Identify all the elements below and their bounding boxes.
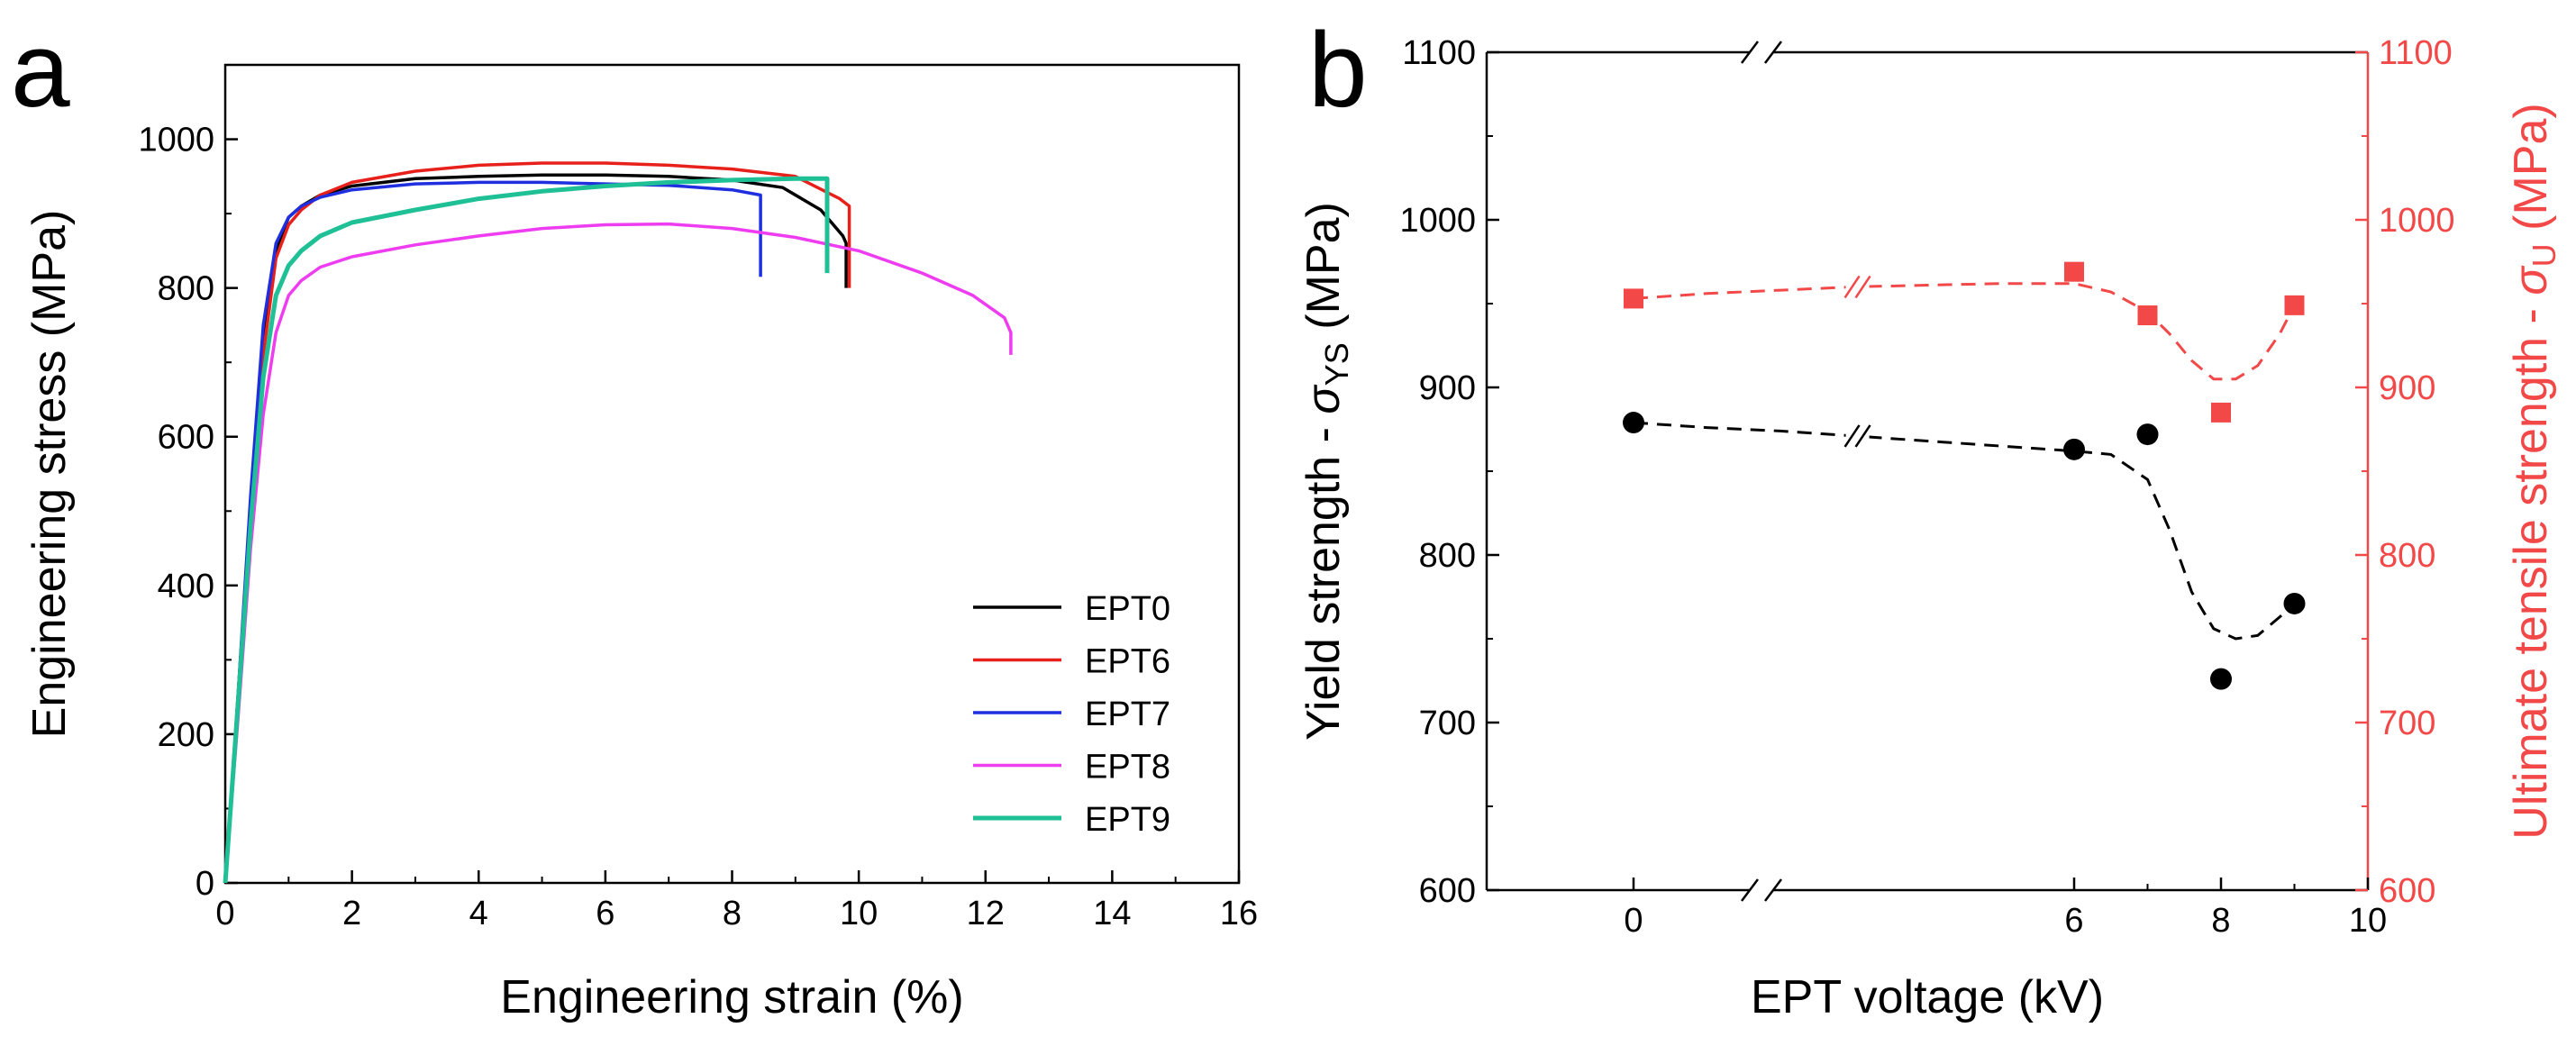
curve-break-mark: [1843, 275, 1861, 299]
x-tick-label-b: 6: [2064, 902, 2083, 940]
y-axis-title-left-b: Yield strength - σYS (MPa): [1297, 202, 1355, 741]
x-tick-label-b: 10: [2349, 902, 2387, 940]
x-tick-label-a: 6: [596, 895, 614, 932]
y2-tick-label-b: 1000: [2379, 202, 2455, 240]
y-tick-label-b: 700: [1419, 705, 1476, 742]
x-tick-label-a: 14: [1093, 895, 1131, 932]
y-tick-label-b: 800: [1419, 537, 1476, 575]
yield-point: [2136, 423, 2159, 446]
y2-tick-label-b: 1100: [2379, 34, 2453, 72]
y-axis-title-a: Engineering stress (MPa): [23, 210, 76, 739]
y-tick-label-a: 1000: [138, 122, 214, 159]
x-tick-label-a: 4: [469, 895, 488, 932]
yield-point: [2063, 438, 2085, 460]
uts-point: [1624, 288, 1643, 309]
panel-b: b0 6 8 106007008009001000110060070080090010…: [1297, 11, 2562, 1023]
series-line-ept0: [223, 173, 848, 884]
x-tick-label-a: 12: [967, 895, 1005, 932]
x-axis-title-b: EPT voltage (kV): [1751, 971, 2104, 1023]
uts-point: [2064, 261, 2084, 282]
curve-break-mark: [1854, 424, 1871, 448]
x-tick-label-b: 0: [1624, 902, 1643, 940]
x-axis-break-mark-bottom: [1741, 878, 1759, 902]
uts-point: [2137, 305, 2158, 326]
panel-a: a 0 2 4 6 8 10 12 14 16 0 200 400 600 800 1000 Engineeri…: [11, 11, 1258, 1023]
y2-tick-label-b: 900: [2379, 369, 2435, 407]
x-axis-break-mark-top: [1764, 41, 1782, 64]
legend-label-ept7: EPT7: [1085, 696, 1170, 733]
y2-tick-label-b: 800: [2379, 537, 2435, 575]
y2-tick-label-b: 600: [2379, 872, 2435, 910]
panel-letter-a: a: [11, 11, 70, 130]
y-tick-label-b: 1000: [1399, 202, 1476, 240]
yield-point: [2283, 592, 2306, 614]
x-axis-break-mark-top: [1741, 41, 1759, 64]
y-tick-label-a: 600: [158, 419, 214, 457]
legend-label-ept8: EPT8: [1085, 749, 1170, 787]
series-line-ept7: [223, 180, 762, 884]
y-tick-label-b: 600: [1419, 872, 1476, 910]
y-tick-label-a: 800: [158, 270, 214, 308]
yield-point: [1623, 412, 1644, 434]
curve-break-mark: [1854, 275, 1871, 299]
panel-letter-b: b: [1308, 11, 1368, 130]
legend-label-ept0: EPT0: [1085, 590, 1170, 628]
series-line-ept6: [223, 161, 851, 884]
uts-point: [2284, 295, 2305, 315]
y-tick-label-a: 200: [158, 716, 214, 754]
x-tick-label-a: 8: [723, 895, 742, 932]
y-tick-label-a: 400: [158, 568, 214, 605]
series-line-ept9: [223, 176, 830, 884]
x-tick-label-a: 16: [1220, 895, 1258, 932]
x-tick-label-a: 0: [215, 895, 234, 932]
x-axis-title-a: Engineering strain (%): [500, 971, 963, 1023]
x-tick-label-a: 10: [840, 895, 878, 932]
uts-fit-curve: [1633, 282, 2296, 381]
y-tick-label-a: 0: [196, 865, 214, 903]
y-tick-label-b: 900: [1419, 369, 1476, 407]
legend-label-ept9: EPT9: [1085, 801, 1170, 839]
x-tick-label-a: 2: [342, 895, 361, 932]
y-axis-title-right-b: Ultimate tensile strength - σU (MPa): [2505, 103, 2562, 839]
curve-break-mark: [1843, 424, 1861, 448]
y-tick-label-b: 1100: [1402, 34, 1476, 72]
uts-point: [2211, 402, 2231, 423]
legend-label-ept6: EPT6: [1085, 643, 1170, 681]
x-axis-break-mark-bottom: [1764, 878, 1782, 902]
yield-point: [2210, 668, 2232, 690]
series-line-ept8: [223, 222, 1013, 884]
x-tick-label-b: 8: [2211, 902, 2230, 940]
yield-fit-curve: [1633, 421, 2296, 641]
y2-tick-label-b: 700: [2379, 705, 2435, 742]
